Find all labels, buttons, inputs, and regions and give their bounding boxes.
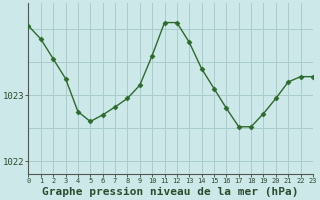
X-axis label: Graphe pression niveau de la mer (hPa): Graphe pression niveau de la mer (hPa) xyxy=(43,187,299,197)
